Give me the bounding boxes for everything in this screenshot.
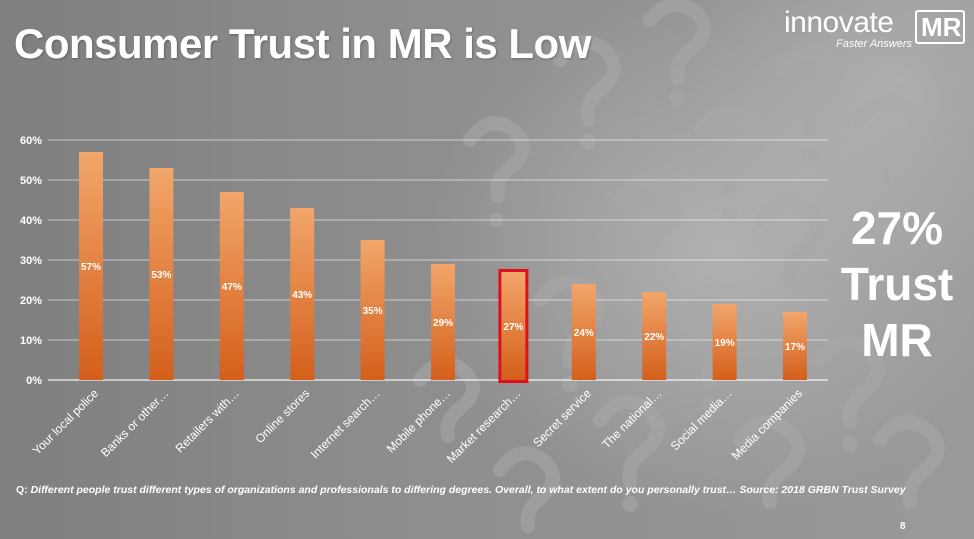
data-label: 29% xyxy=(433,318,453,329)
data-label: 22% xyxy=(644,332,664,343)
callout-mr: MR xyxy=(861,314,933,366)
bar xyxy=(431,264,455,380)
survey-footnote: Q: Different people trust different type… xyxy=(16,484,906,496)
y-tick-label: 0% xyxy=(26,375,42,387)
bar xyxy=(219,192,244,380)
bar xyxy=(79,152,103,380)
footnote-prefix: Q: xyxy=(16,484,31,496)
category-label: Secret service xyxy=(530,386,594,450)
y-tick-label: 50% xyxy=(20,175,42,187)
y-tick-label: 20% xyxy=(20,295,42,307)
y-tick-label: 60% xyxy=(20,135,42,147)
bar xyxy=(571,284,596,380)
highlight-box xyxy=(498,269,529,383)
callout-trust: Trust xyxy=(840,258,954,310)
category-label: Mobile phone… xyxy=(384,386,453,455)
category-label: Banks or other… xyxy=(98,386,172,460)
data-label: 57% xyxy=(81,262,101,273)
bar xyxy=(290,208,315,380)
callout-percent: 27% xyxy=(850,202,944,254)
bar xyxy=(712,304,737,380)
data-label: 53% xyxy=(151,270,171,281)
data-label: 35% xyxy=(363,306,383,317)
category-label: The national… xyxy=(599,386,664,451)
category-label: Retailers with… xyxy=(173,386,242,455)
category-label: Social media… xyxy=(668,386,735,453)
category-label: Media companies xyxy=(729,386,805,462)
data-label: 47% xyxy=(222,282,242,293)
data-label: 19% xyxy=(715,338,735,349)
data-label: 27% xyxy=(503,322,523,333)
data-label: 17% xyxy=(785,342,805,353)
category-label: Online stores xyxy=(252,386,312,446)
logo-wordmark: innovate xyxy=(784,6,894,39)
footnote-text: Different people trust different types o… xyxy=(30,484,906,496)
bar xyxy=(501,272,526,380)
logo-tagline: Faster Answers xyxy=(836,38,913,50)
y-tick-label: 30% xyxy=(20,255,42,267)
bar xyxy=(642,292,667,380)
logo-mr-text: MR xyxy=(921,12,962,42)
bar xyxy=(360,240,385,380)
page-number: 8 xyxy=(900,521,906,532)
category-label: Internet search… xyxy=(308,386,383,461)
page-title: Consumer Trust in MR is Low xyxy=(14,20,591,67)
data-label: 24% xyxy=(574,328,594,339)
category-label: Market research… xyxy=(444,386,524,466)
bar xyxy=(149,168,174,380)
y-tick-label: 10% xyxy=(20,335,42,347)
data-label: 43% xyxy=(292,290,312,301)
trust-mr-callout: 27% Trust MR xyxy=(822,200,972,368)
innovate-mr-logo: innovate MR Faster Answers xyxy=(784,4,970,52)
bar xyxy=(783,312,807,380)
category-label: Your local police xyxy=(30,386,102,458)
y-tick-label: 40% xyxy=(20,215,42,227)
logo-mr-box: MR xyxy=(915,10,965,44)
